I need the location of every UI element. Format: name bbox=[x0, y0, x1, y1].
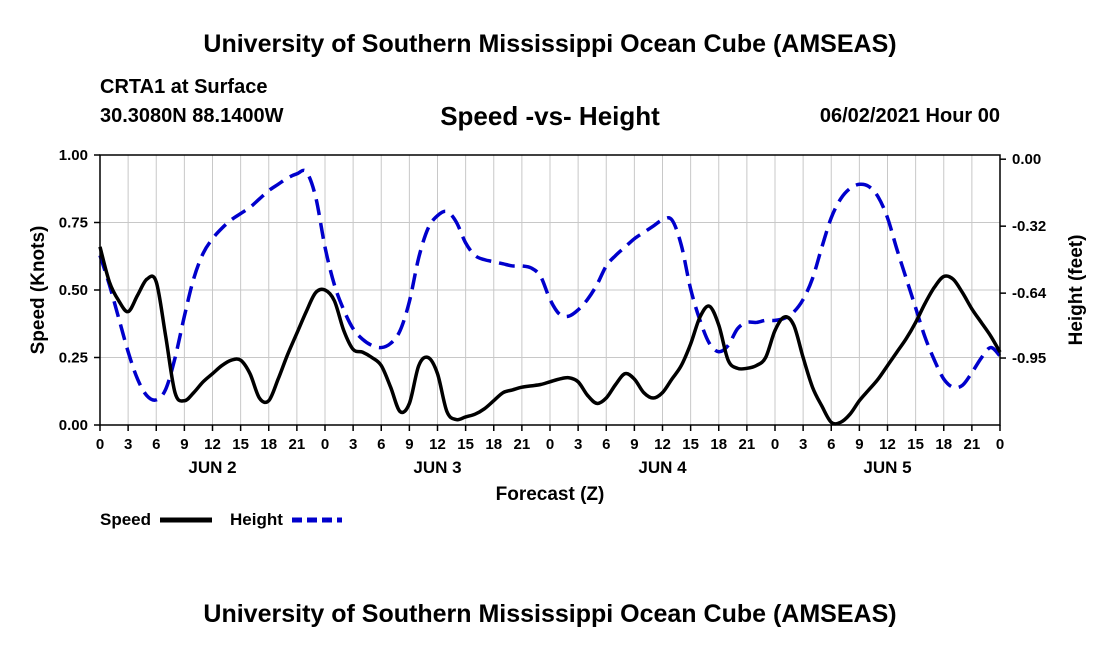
x-tick-label: 21 bbox=[514, 436, 531, 453]
x-tick-label: 21 bbox=[739, 436, 756, 453]
y2-tick-label: -0.95 bbox=[1012, 350, 1046, 367]
y-tick-label: 0.50 bbox=[59, 282, 88, 299]
legend-label-speed: Speed bbox=[100, 510, 151, 529]
day-label: JUN 2 bbox=[188, 458, 236, 477]
x-tick-label: 9 bbox=[630, 436, 638, 453]
y2-tick-label: -0.32 bbox=[1012, 218, 1046, 235]
x-tick-label: 6 bbox=[152, 436, 160, 453]
y-axis-label: Speed (Knots) bbox=[28, 226, 49, 355]
y2-axis-label: Height (feet) bbox=[1066, 235, 1087, 346]
grid bbox=[99, 154, 1001, 426]
x-tick-label: 18 bbox=[260, 436, 277, 453]
x-tick-label: 0 bbox=[546, 436, 554, 453]
page-title: University of Southern Mississippi Ocean… bbox=[203, 30, 897, 58]
x-tick-label: 3 bbox=[124, 436, 132, 453]
axes: 0 3 6 9 12 15 18 21 0 3 6 9 12 15 18 21 0 3 6 9 12 15 18 21 0 3 6 9… bbox=[59, 147, 1047, 477]
x-tick-label: 15 bbox=[682, 436, 699, 453]
x-tick-label: 9 bbox=[855, 436, 863, 453]
y-tick-label: 0.75 bbox=[59, 215, 88, 232]
x-tick-label: 0 bbox=[996, 436, 1004, 453]
day-label: JUN 5 bbox=[863, 458, 911, 477]
forecast-datetime: 06/02/2021 Hour 00 bbox=[819, 105, 1000, 127]
station-label: CRTA1 at Surface bbox=[100, 76, 268, 98]
x-tick-label: 3 bbox=[349, 436, 357, 453]
x-tick-label: 0 bbox=[771, 436, 779, 453]
legend: Speed Height bbox=[100, 510, 342, 529]
x-tick-label: 15 bbox=[232, 436, 249, 453]
footer-title: University of Southern Mississippi Ocean… bbox=[203, 600, 897, 628]
x-tick-label: 6 bbox=[827, 436, 835, 453]
x-tick-label: 15 bbox=[457, 436, 474, 453]
x-tick-label: 12 bbox=[204, 436, 221, 453]
x-tick-label: 12 bbox=[879, 436, 896, 453]
y2-tick-label: 0.00 bbox=[1012, 151, 1041, 168]
x-tick-label: 21 bbox=[289, 436, 306, 453]
x-tick-label: 6 bbox=[377, 436, 385, 453]
y-tick-label: 1.00 bbox=[59, 147, 88, 164]
x-tick-label: 15 bbox=[907, 436, 924, 453]
x-tick-label: 0 bbox=[321, 436, 329, 453]
x-tick-label: 3 bbox=[574, 436, 582, 453]
chart-title: Speed -vs- Height bbox=[440, 101, 660, 131]
x-axis-label: Forecast (Z) bbox=[496, 484, 605, 505]
x-tick-label: 6 bbox=[602, 436, 610, 453]
series-line-speed bbox=[98, 246, 1002, 426]
y-tick-label: 0.25 bbox=[59, 350, 88, 367]
x-tick-label: 9 bbox=[180, 436, 188, 453]
x-tick-label: 3 bbox=[799, 436, 807, 453]
x-tick-label: 18 bbox=[935, 436, 952, 453]
legend-label-height: Height bbox=[230, 510, 283, 529]
day-label: JUN 3 bbox=[413, 458, 461, 477]
x-tick-label: 12 bbox=[429, 436, 446, 453]
day-label: JUN 4 bbox=[638, 458, 687, 477]
x-tick-label: 18 bbox=[710, 436, 727, 453]
y-tick-label: 0.00 bbox=[59, 417, 88, 434]
x-tick-label: 21 bbox=[964, 436, 981, 453]
x-tick-label: 18 bbox=[485, 436, 502, 453]
x-tick-label: 12 bbox=[654, 436, 671, 453]
series-layer bbox=[98, 168, 1002, 426]
x-tick-label: 0 bbox=[96, 436, 104, 453]
x-tick-label: 9 bbox=[405, 436, 413, 453]
y2-tick-label: -0.64 bbox=[1012, 285, 1047, 302]
coordinates-label: 30.3080N 88.1400W bbox=[100, 105, 284, 127]
